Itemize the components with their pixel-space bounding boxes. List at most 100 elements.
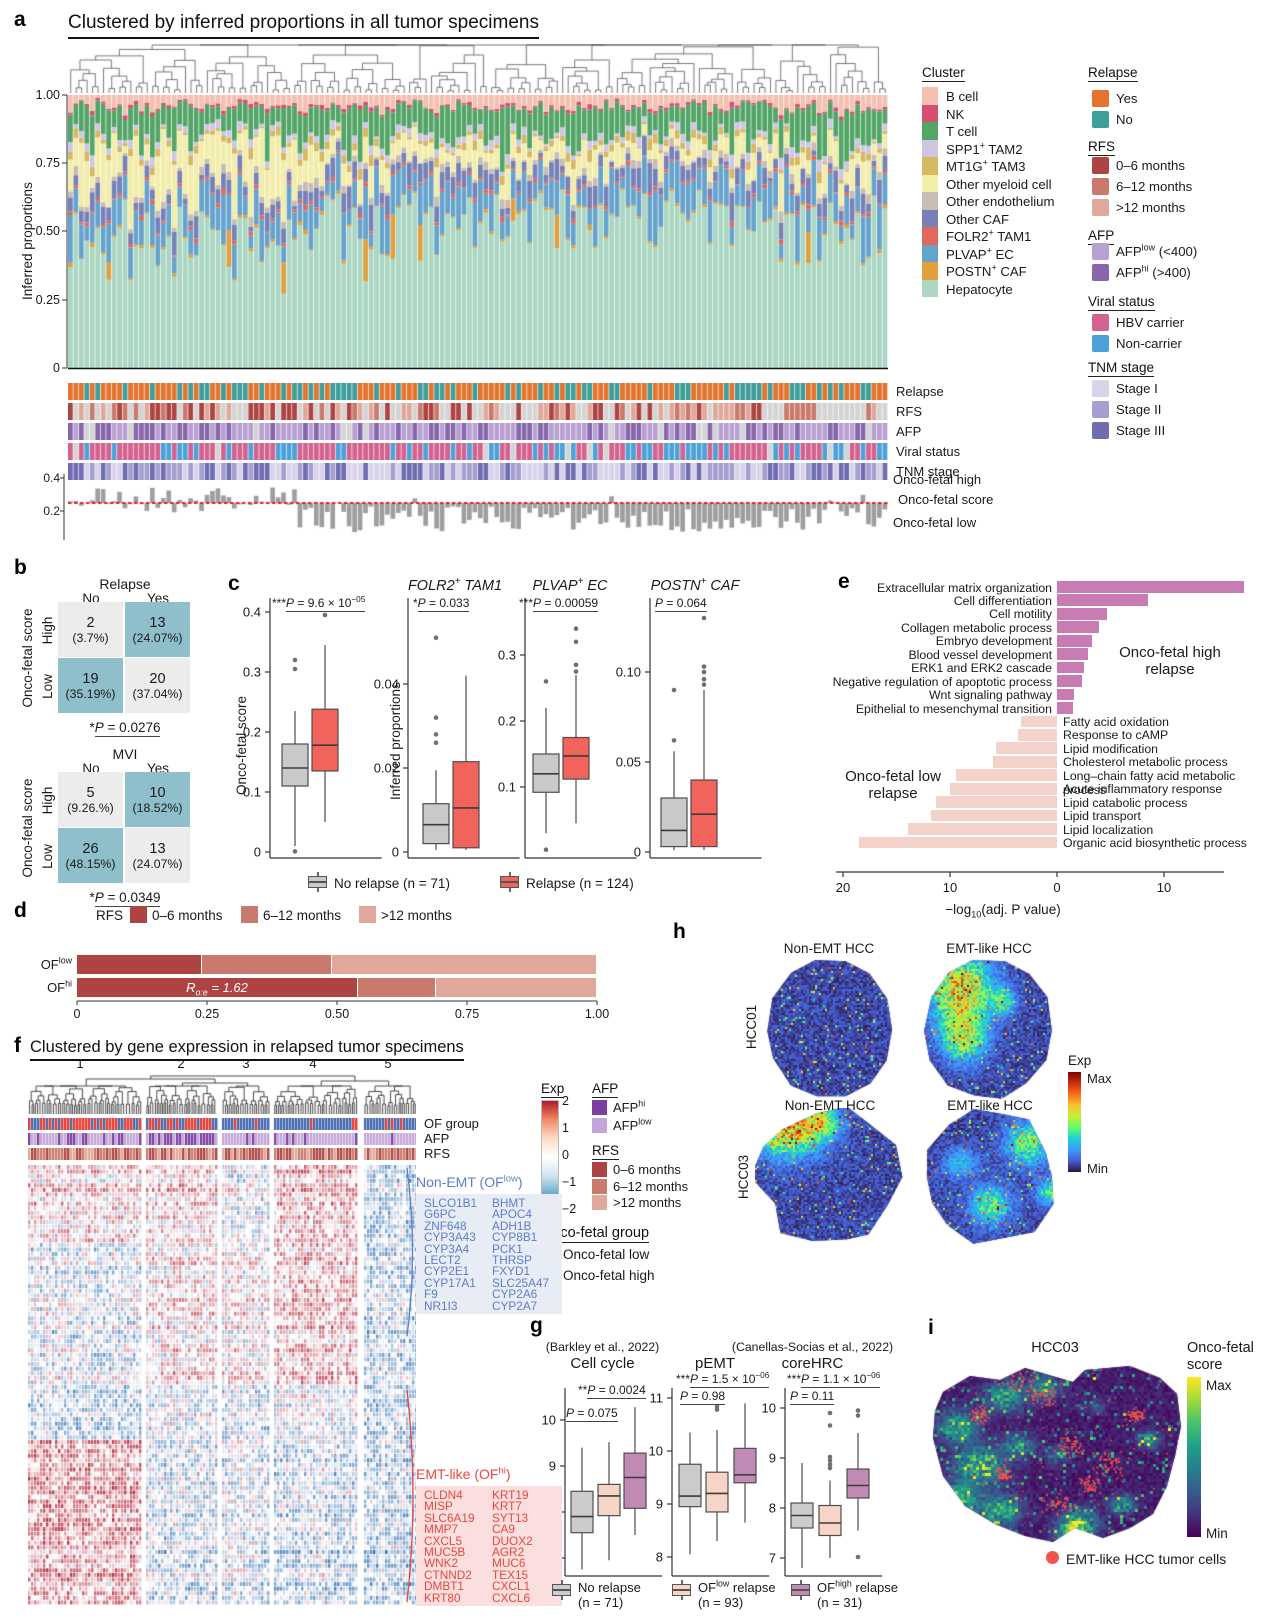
g-plot-2-outlier: [827, 1454, 833, 1460]
b-table-1-cell-0-1: 10 (18.52%): [125, 772, 190, 827]
e-label-low-7: Lipid transport: [1063, 809, 1141, 824]
cell-pct: (35.19%): [65, 686, 116, 701]
e-bar-low-7: [930, 809, 1057, 822]
c-plot-2-outlier: [573, 639, 579, 645]
a-annotation-label-0: Relapse: [896, 384, 944, 399]
d-legend-label-1: 6–12 months: [263, 908, 342, 923]
g-plot-0-title: Cell cycle: [570, 1355, 635, 1372]
i-colorbar-title: Onco-fetal score: [1187, 1340, 1254, 1373]
legend-4-swatch-0: [1092, 380, 1109, 397]
e-xtick-label-2: 0: [1053, 880, 1061, 895]
g-plot-2-p-bot: P = 0.11: [790, 1389, 835, 1405]
f-rfs-label-2: >12 months: [613, 1195, 682, 1210]
e-bar-high-9: [1057, 702, 1074, 714]
i-colorbar-max: Max: [1206, 1378, 1232, 1393]
g-plot-2-note: (Canellas-Socias et al., 2022): [731, 1340, 894, 1354]
c-plot-0-pvalue: ***P = 9.6 × 10−05: [272, 595, 366, 612]
g-legend-med-1: [672, 1589, 691, 1591]
g-plot-1-tick-label: 8: [656, 1550, 663, 1565]
e-bar-low-0: [1020, 715, 1057, 728]
legend-1-label-0: 0–6 months: [1116, 158, 1185, 173]
g-legend-label-2: OFhigh relapse (n = 31): [817, 1578, 899, 1610]
e-bar-high-6: [1057, 661, 1084, 674]
f-rfs-title-text: RFS: [592, 1143, 619, 1160]
h-col-title-r2-1: EMT-like HCC: [947, 1098, 1033, 1113]
cluster-swatch-3: [922, 139, 938, 157]
score-axis-label: Onco-fetal score: [898, 492, 994, 507]
g-plot-2-tick-label: 9: [769, 1451, 776, 1466]
e-label-low-1: Response to cAMP: [1063, 728, 1169, 743]
h-col-title-r1-1: EMT-like HCC: [946, 941, 1032, 956]
e-label-high-7: Negative regulation of apoptotic process: [832, 674, 1052, 689]
g-plot-0-box: [570, 1490, 594, 1534]
f-strip-label-2: RFS: [424, 1146, 450, 1161]
cell-count: 19: [82, 670, 99, 687]
f-emt-box: [416, 1486, 562, 1606]
c-plot-3-tick-label: 0: [634, 845, 641, 860]
g-plot-0-tick-label: 9: [549, 1459, 556, 1474]
h-tissue-0: [763, 957, 895, 1101]
e-label-high-9: Epithelial to mesenchymal transition: [855, 701, 1052, 716]
b-table-1-p: *P = 0.0349: [89, 890, 161, 907]
g-legend-label-0: No relapse (n = 71): [578, 1580, 641, 1610]
f-rfs-swatch-1: [592, 1178, 607, 1194]
e-bar-low-8: [908, 823, 1057, 835]
f-nonemt-genes-col1: SLCO1B1 G6PC ZNF648 CYP3A43 CYP3A4 LECT2 CYP2E…: [424, 1196, 478, 1313]
h-colorbar-min: Min: [1087, 1161, 1108, 1176]
c-plot-2-outlier: [573, 662, 579, 668]
e-label-high-8: Wnt signaling pathway: [928, 688, 1052, 703]
c-plot-3-outlier: [701, 669, 707, 675]
legend-2-swatch-0: [1092, 243, 1109, 260]
e-bar-high-7: [1057, 675, 1082, 687]
f-nonemt-box: [416, 1194, 562, 1314]
legend-1-label-2: >12 months: [1116, 200, 1186, 215]
f-rfs-swatch-2: [592, 1195, 607, 1210]
g-plot-0-p-bot: P = 0.075: [566, 1406, 618, 1422]
f-heatmap: [28, 1165, 416, 1605]
c-plot-0-box: [281, 743, 309, 787]
g-plot-1-outlier: [714, 1407, 720, 1412]
f-nonemt-title: Non-EMT (OFlow): [416, 1173, 523, 1190]
cluster-swatch-10: [922, 262, 938, 280]
e-bar-high-5: [1057, 648, 1089, 661]
a-ytick: 0.25: [35, 293, 60, 307]
legend-4-label-2: Stage III: [1116, 423, 1166, 438]
c-plot-0-outlier: [292, 666, 298, 672]
i-legend-label: EMT-like HCC tumor cells: [1066, 1551, 1227, 1567]
g-plot-1-box: [678, 1463, 702, 1508]
b-table-1-title: MVI: [112, 746, 138, 762]
a-annotation-strip-3: [68, 443, 888, 460]
cell-count: 2: [86, 614, 95, 631]
e-label-low-4: Long–chain fatty acid metabolic process: [1063, 768, 1236, 797]
cell-count: 5: [86, 784, 95, 801]
d-legend-title: RFS: [96, 908, 123, 923]
d-legend-swatch-1: [241, 906, 258, 923]
d-xtick-label-1: 0.25: [194, 1007, 220, 1021]
h-colorbar-title: Exp: [1068, 1053, 1092, 1068]
e-bar-low-6: [936, 796, 1057, 808]
a-ytick: 0.50: [35, 224, 60, 238]
d-bar-1-2: [435, 978, 596, 997]
f-strip-label-1: AFP: [424, 1131, 450, 1146]
f-strip-of: [28, 1118, 416, 1130]
cluster-label-3: SPP1+ TAM2: [946, 140, 1023, 157]
e-label-high-1: Cell differentiation: [953, 593, 1052, 608]
legend-3-label-0: HBV carrier: [1116, 315, 1185, 330]
cluster-label-11: Hepatocyte: [946, 281, 1013, 297]
e-label-low-0: Fatty acid oxidation: [1063, 715, 1169, 729]
cluster-swatch-9: [922, 244, 938, 262]
g-plot-1-box: [705, 1471, 729, 1513]
c-legend-swatch-0-med: [308, 881, 327, 883]
d-bar-0-2: [331, 955, 596, 974]
panel-d-letter: d: [14, 899, 27, 922]
d-row-label-0: OFlow: [40, 955, 72, 972]
panel-h-letter: h: [673, 920, 686, 943]
g-plot-2-outlier: [827, 1458, 833, 1463]
c-plot-3-outlier: [701, 664, 707, 669]
d-bar-1-1: [357, 978, 435, 997]
b-table-1-row-1: Low: [40, 844, 55, 869]
f-strip-rfs: [28, 1148, 416, 1160]
d-row-label-1: OFhi: [47, 978, 72, 995]
i-legend-dot: [1046, 1551, 1059, 1564]
legend-title-text: Viral status: [1088, 294, 1155, 311]
